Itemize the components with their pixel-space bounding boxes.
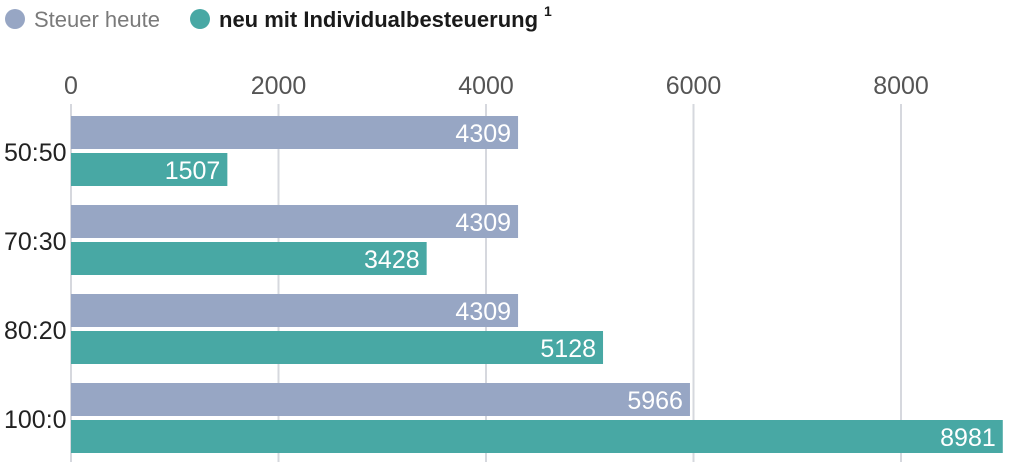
value-label: 1507 xyxy=(165,157,221,185)
category-label: 80:20 xyxy=(4,317,67,345)
value-label: 8981 xyxy=(940,424,996,452)
x-axis-ticks: 0 2000 4000 6000 8000 xyxy=(64,72,929,100)
legend-footnote-marker: 1 xyxy=(544,3,552,19)
value-labels: 4309 1507 4309 3428 4309 5128 5966 8981 xyxy=(165,120,996,452)
category-label: 100:0 xyxy=(4,406,67,434)
legend: Steuer heute neu mit Individualbesteueru… xyxy=(5,3,552,32)
bar-steuer-heute xyxy=(71,205,519,238)
bar-steuer-heute xyxy=(71,294,519,327)
bar-individualbesteuerung xyxy=(71,420,1003,453)
value-label: 5966 xyxy=(627,387,683,415)
legend-marker-steuer-heute xyxy=(5,9,25,29)
category-labels: 50:50 70:30 80:20 100:0 xyxy=(4,139,67,434)
x-tick-label: 0 xyxy=(64,72,78,100)
legend-marker-individualbesteuerung xyxy=(190,9,210,29)
bar-steuer-heute xyxy=(71,116,519,149)
legend-label-individualbesteuerung: neu mit Individualbesteuerung xyxy=(219,7,538,32)
category-label: 50:50 xyxy=(4,139,67,167)
x-tick-label: 4000 xyxy=(458,72,514,100)
x-tick-label: 2000 xyxy=(251,72,307,100)
x-tick-label: 6000 xyxy=(666,72,722,100)
x-tick-label: 8000 xyxy=(873,72,929,100)
category-label: 70:30 xyxy=(4,228,67,256)
bar-steuer-heute xyxy=(71,383,690,416)
value-label: 5128 xyxy=(540,335,596,363)
value-label: 4309 xyxy=(455,209,511,237)
bar-individualbesteuerung xyxy=(71,331,604,364)
value-label: 3428 xyxy=(364,246,420,274)
bars xyxy=(71,116,1003,453)
legend-label-steuer-heute: Steuer heute xyxy=(34,7,160,32)
value-label: 4309 xyxy=(455,120,511,148)
value-label: 4309 xyxy=(455,298,511,326)
bar-individualbesteuerung xyxy=(71,242,427,275)
bar-individualbesteuerung xyxy=(71,153,228,186)
